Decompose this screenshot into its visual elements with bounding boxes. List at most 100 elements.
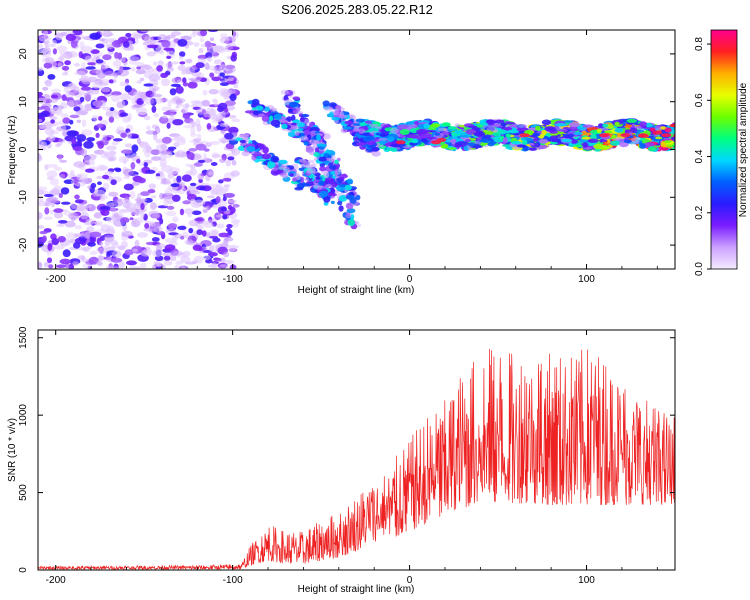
- spectrogram-cell: [93, 212, 103, 219]
- spectrogram-cell: [136, 158, 141, 164]
- spectrogram-cell: [271, 167, 279, 171]
- colorbar-label: Normalized spectral amplitude: [738, 82, 749, 217]
- spectrogram-cell: [263, 106, 270, 112]
- y-tick-label: 0: [18, 567, 29, 573]
- spectrogram-cell: [43, 62, 53, 69]
- spectrogram-cell: [199, 186, 205, 191]
- spectrogram-cell: [151, 237, 160, 242]
- spectrogram-cell: [162, 252, 174, 257]
- spectrogram-cell: [623, 139, 633, 144]
- spectrogram-cell: [230, 170, 240, 177]
- spectrogram-cell: [191, 121, 197, 128]
- spectrogram-cell: [144, 223, 150, 229]
- spectrogram-cell: [364, 120, 372, 124]
- spectrogram-cell: [150, 156, 162, 161]
- spectrogram-cell: [217, 200, 228, 208]
- spectrogram-cell: [164, 244, 176, 251]
- spectrogram-cell: [53, 166, 62, 171]
- spectrogram-cell: [130, 135, 139, 139]
- spectrogram-cell: [614, 127, 624, 133]
- spectrogram-cell: [345, 213, 352, 219]
- spectrogram-cell: [97, 254, 103, 262]
- spectrogram-cell: [38, 106, 45, 110]
- spectrogram-cell: [108, 51, 114, 55]
- spectrogram-cell: [638, 133, 649, 138]
- x-tick-label: 100: [578, 274, 595, 285]
- spectrogram-cell: [208, 88, 219, 95]
- spectrogram-cell: [323, 171, 330, 179]
- spectrogram-cell: [160, 72, 169, 78]
- spectrogram-cell: [411, 135, 423, 140]
- spectrogram-cell: [85, 218, 95, 226]
- spectrogram-cell: [219, 72, 225, 77]
- spectrogram-cell: [526, 137, 534, 142]
- spectrogram-cell: [81, 61, 86, 70]
- colorbar-bar: [710, 29, 738, 270]
- spectrogram-cell: [334, 169, 339, 176]
- spectrogram-cell: [109, 107, 115, 112]
- spectrogram-cell: [179, 51, 186, 57]
- spectrogram-cell: [224, 132, 234, 140]
- spectrogram-cell: [239, 139, 247, 144]
- spectrogram-cell: [58, 192, 63, 198]
- spectrogram-cell: [200, 43, 206, 48]
- spectrogram-cell: [100, 65, 109, 70]
- spectrogram-cell: [150, 195, 157, 199]
- spectrogram-cell: [229, 93, 237, 102]
- spectrogram-cell: [280, 89, 289, 95]
- spectrogram-cell: [98, 241, 104, 247]
- spectrogram-cell: [294, 186, 304, 191]
- spectrogram-cell: [138, 208, 144, 215]
- spectrogram-cell: [118, 261, 125, 269]
- spectrogram-cell: [44, 57, 55, 64]
- spectrogram-cell: [120, 240, 128, 249]
- spectrogram-cell: [166, 67, 175, 72]
- spectrogram-cell: [659, 126, 667, 130]
- spectrogram-cell: [313, 152, 320, 157]
- spectrogram-cell: [344, 184, 352, 191]
- spectrogram-cell: [165, 210, 177, 217]
- spectrogram-cell: [130, 162, 136, 170]
- spectrogram-cell: [51, 39, 57, 46]
- spectrogram-cell: [440, 143, 449, 149]
- colorbar-tick-label: 0.6: [694, 93, 705, 107]
- spectrogram-cell: [630, 127, 638, 134]
- spectrogram-cell: [119, 65, 124, 74]
- spectrogram-cell: [596, 128, 602, 134]
- spectrogram-cell: [270, 119, 281, 127]
- spectrogram-cell: [90, 49, 100, 54]
- spectrogram-cell: [611, 134, 617, 139]
- spectrogram-cell: [141, 64, 151, 69]
- spectrogram-cell: [639, 143, 646, 149]
- spectrogram-cell: [160, 181, 172, 185]
- spectrogram-cell: [55, 108, 63, 116]
- spectrogram-cell: [126, 260, 137, 266]
- spectrogram-cell: [62, 249, 71, 258]
- spectrogram-cell: [207, 219, 215, 223]
- spectrogram-cell: [135, 208, 140, 216]
- spectrogram-cell: [182, 77, 187, 84]
- spectrogram-cell: [172, 119, 184, 126]
- spectrogram-cell: [486, 126, 496, 132]
- spectrogram-cell: [150, 93, 163, 98]
- spectrogram-cell: [211, 51, 219, 58]
- y-tick-label: 20: [18, 48, 29, 60]
- spectrogram-cell: [48, 264, 54, 269]
- spectrogram-cell: [338, 205, 344, 212]
- spectrogram-cell: [338, 195, 348, 202]
- spectrogram-cell: [80, 75, 89, 79]
- spectrogram-cell: [303, 160, 311, 168]
- spectrogram-marks: [38, 30, 675, 269]
- spectrogram-cell: [570, 138, 578, 144]
- spectrogram-cell: [171, 61, 179, 65]
- spectrogram-cell: [231, 118, 241, 123]
- spectrogram-cell: [86, 226, 95, 233]
- spectrogram-cell: [95, 43, 105, 49]
- spectrogram-cell: [170, 183, 180, 188]
- spectrogram-cell: [436, 137, 447, 142]
- spectrogram-cell: [139, 77, 145, 82]
- spectrogram-cell: [183, 125, 195, 129]
- spectrogram-cell: [180, 266, 186, 269]
- spectrogram-cell: [165, 152, 173, 159]
- spectrogram-cell: [292, 177, 298, 182]
